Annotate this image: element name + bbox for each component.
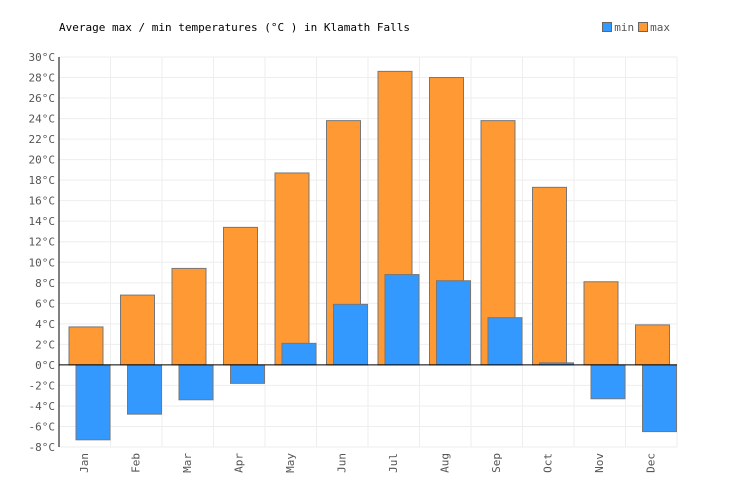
bar-min-dec [642, 364, 677, 433]
y-tick-label: 14°C [29, 215, 56, 228]
x-tick-label: Jun [335, 453, 348, 473]
y-tick-label: 26°C [29, 92, 56, 105]
y-tick-label: 2°C [35, 338, 55, 351]
bar-max-mar [171, 267, 207, 366]
y-tick-label: 30°C [29, 51, 56, 64]
y-tick-label: 6°C [35, 297, 55, 310]
x-tick-label: Sep [490, 453, 503, 473]
x-tick-label: Aug [438, 453, 451, 473]
x-tick-label: Jul [387, 453, 400, 473]
x-tick-label: Mar [181, 453, 194, 473]
bar-min-jan [75, 364, 111, 441]
y-tick-label: 20°C [29, 154, 56, 167]
y-tick-label: 8°C [35, 277, 55, 290]
y-tick-label: -4°C [29, 400, 56, 413]
x-tick-label: Oct [541, 453, 554, 473]
legend-label-min: min [614, 21, 635, 34]
y-tick-label: 18°C [29, 174, 56, 187]
y-tick-label: 0°C [35, 359, 55, 372]
y-tick-label: -6°C [29, 420, 56, 433]
bar-min-mar [178, 364, 214, 401]
legend: min max [602, 21, 670, 34]
y-tick-label: 12°C [29, 236, 56, 249]
bar-max-may [274, 172, 310, 366]
legend-swatch-max [638, 22, 649, 32]
chart-title: Average max / min temperatures (°C ) in … [59, 21, 410, 34]
legend-item-max: max [638, 21, 670, 34]
legend-label-max: max [650, 21, 670, 34]
y-tick-label: 22°C [29, 133, 56, 146]
x-tick-label: Jan [78, 453, 91, 473]
x-tick-label: Apr [232, 453, 245, 473]
x-tick-label: Dec [644, 453, 657, 473]
bar-min-aug [436, 280, 471, 366]
x-tick-label: May [284, 453, 297, 473]
bar-max-dec [635, 324, 670, 366]
bar-min-feb [127, 364, 162, 415]
bar-max-feb [120, 294, 155, 366]
y-tick-label: 10°C [29, 256, 56, 269]
y-tick-label: 24°C [29, 113, 56, 126]
x-tick-label: Feb [129, 453, 142, 473]
bar-min-jun [333, 303, 368, 366]
y-tick-label: 16°C [29, 195, 56, 208]
bar-max-oct [532, 186, 567, 366]
bar-min-may [281, 342, 317, 366]
y-tick-label: 4°C [35, 318, 55, 331]
bar-min-jul [384, 274, 420, 366]
legend-item-min: min [602, 21, 634, 34]
y-tick-label: -2°C [29, 379, 56, 392]
bar-max-apr [223, 226, 258, 366]
bar-max-jan [68, 326, 104, 366]
y-tick-label: -8°C [29, 441, 56, 454]
bar-min-apr [230, 364, 265, 384]
bar-max-nov [583, 281, 619, 366]
legend-swatch-min [602, 22, 613, 32]
bar-min-nov [590, 364, 626, 400]
bar-min-sep [487, 317, 523, 366]
y-tick-label: 28°C [29, 72, 56, 85]
x-tick-label: Nov [593, 453, 606, 473]
